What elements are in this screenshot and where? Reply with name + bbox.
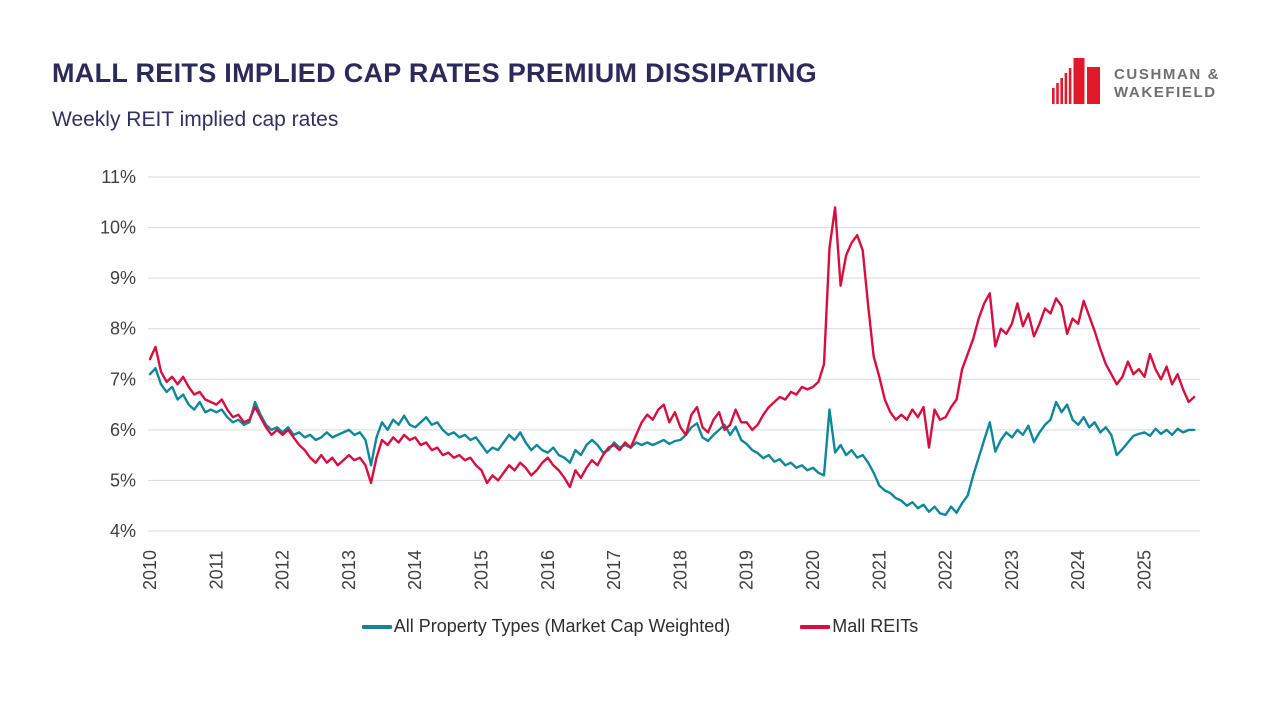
x-tick-label: 2010 [140, 550, 160, 590]
y-tick-label: 10% [100, 218, 136, 238]
x-tick-label: 2021 [869, 550, 889, 590]
x-tick-label: 2025 [1135, 550, 1155, 590]
page-title: MALL REITS IMPLIED CAP RATES PREMIUM DIS… [52, 58, 817, 88]
x-tick-label: 2013 [339, 550, 359, 590]
y-tick-label: 9% [110, 268, 136, 288]
x-tick-label: 2011 [206, 551, 226, 590]
legend-item-all-property: All Property Types (Market Cap Weighted) [361, 616, 731, 637]
legend-label-all-property: All Property Types (Market Cap Weighted) [393, 616, 731, 636]
chart-legend: All Property Types (Market Cap Weighted)… [0, 616, 1280, 637]
x-tick-label: 2022 [936, 550, 956, 590]
legend-swatch-all-property [361, 624, 392, 629]
x-tick-label: 2016 [538, 550, 558, 590]
y-tick-label: 6% [110, 420, 136, 440]
x-tick-label: 2017 [604, 550, 624, 590]
legend-item-mall-reits: Mall REITs [800, 616, 918, 637]
legend-label-mall-reits: Mall REITs [832, 616, 919, 636]
y-tick-label: 11% [101, 167, 136, 187]
y-tick-label: 4% [110, 521, 136, 541]
x-tick-label: 2012 [273, 550, 293, 590]
cw-logo-icon [1052, 58, 1104, 109]
x-tick-label: 2020 [803, 550, 823, 590]
cw-logo-line1: CUSHMAN & [1114, 65, 1221, 83]
x-tick-label: 2023 [1002, 550, 1022, 590]
series-line-0 [148, 366, 1196, 516]
cw-logo-line2: WAKEFIELD [1114, 83, 1217, 101]
x-tick-label: 2015 [472, 550, 492, 590]
x-tick-label: 2014 [405, 550, 425, 590]
page-subtitle: Weekly REIT implied cap rates [52, 108, 339, 131]
x-tick-label: 2018 [670, 550, 690, 590]
y-tick-label: 7% [110, 369, 136, 389]
series-line-1 [148, 206, 1196, 489]
cap-rates-chart: 4% 5% 6% 7% 8% 9% 10% 11% 2010 2011 2012 2013 2014 20… [100, 167, 1200, 590]
cw-logo: CUSHMAN & WAKEFIELD [1052, 58, 1220, 109]
x-tick-label: 2024 [1068, 550, 1088, 590]
chart-area: 4% 5% 6% 7% 8% 9% 10% 11% 2010 2011 2012 2013 2014 20… [0, 160, 1280, 610]
cw-logo-text: CUSHMAN & WAKEFIELD [1114, 66, 1220, 102]
legend-swatch-mall-reits [800, 624, 831, 629]
x-tick-label: 2019 [737, 550, 757, 590]
y-tick-label: 8% [110, 319, 136, 339]
y-tick-label: 5% [110, 470, 136, 490]
